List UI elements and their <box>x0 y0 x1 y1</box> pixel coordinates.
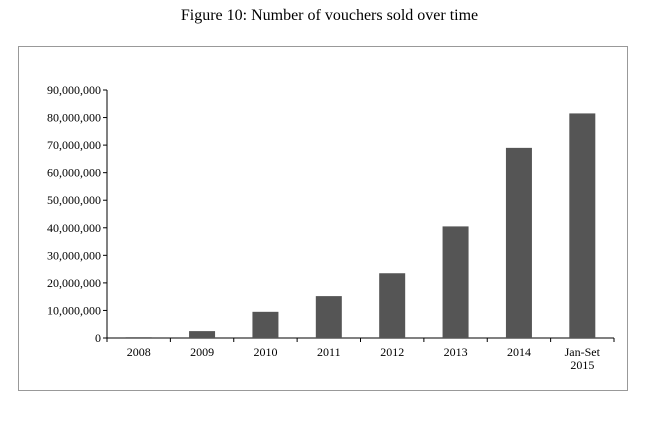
bar-2 <box>252 311 279 338</box>
chart-axes <box>103 89 615 342</box>
chart-frame <box>18 46 628 391</box>
x-tick-label: 2014 <box>507 345 531 359</box>
y-tick-label: 10,000,000 <box>47 303 101 317</box>
x-tick-label: Jan-Set <box>565 345 601 359</box>
x-tick-label: 2012 <box>380 345 404 359</box>
x-tick-label: 2008 <box>127 345 151 359</box>
y-tick-label: 40,000,000 <box>47 221 101 235</box>
chart-bars <box>125 113 596 338</box>
y-tick-label: 20,000,000 <box>47 276 101 290</box>
y-tick-label: 80,000,000 <box>47 111 101 125</box>
bar-0 <box>125 337 152 338</box>
bar-5 <box>442 226 469 338</box>
y-tick-label: 70,000,000 <box>47 138 101 152</box>
y-tick-label: 50,000,000 <box>47 193 101 207</box>
bar-1 <box>189 331 216 338</box>
bar-7 <box>569 113 596 338</box>
bar-4 <box>379 273 406 338</box>
x-tick-label: 2009 <box>190 345 214 359</box>
y-tick-label: 60,000,000 <box>47 166 101 180</box>
y-tick-label: 90,000,000 <box>47 83 101 97</box>
x-tick-label: 2010 <box>253 345 277 359</box>
bar-6 <box>505 147 532 338</box>
y-tick-label: 30,000,000 <box>47 248 101 262</box>
bar-3 <box>315 296 342 338</box>
x-tick-label: 2013 <box>444 345 468 359</box>
x-tick-label: 2011 <box>317 345 341 359</box>
chart-labels: 0 10,000,000 20,000,000 30,000,000 40,000,00… <box>47 83 601 372</box>
figure-caption: Figure 10: Number of vouchers sold over … <box>180 7 479 24</box>
x-tick-label: 2015 <box>570 358 594 372</box>
y-tick-label: 0 <box>95 331 101 345</box>
